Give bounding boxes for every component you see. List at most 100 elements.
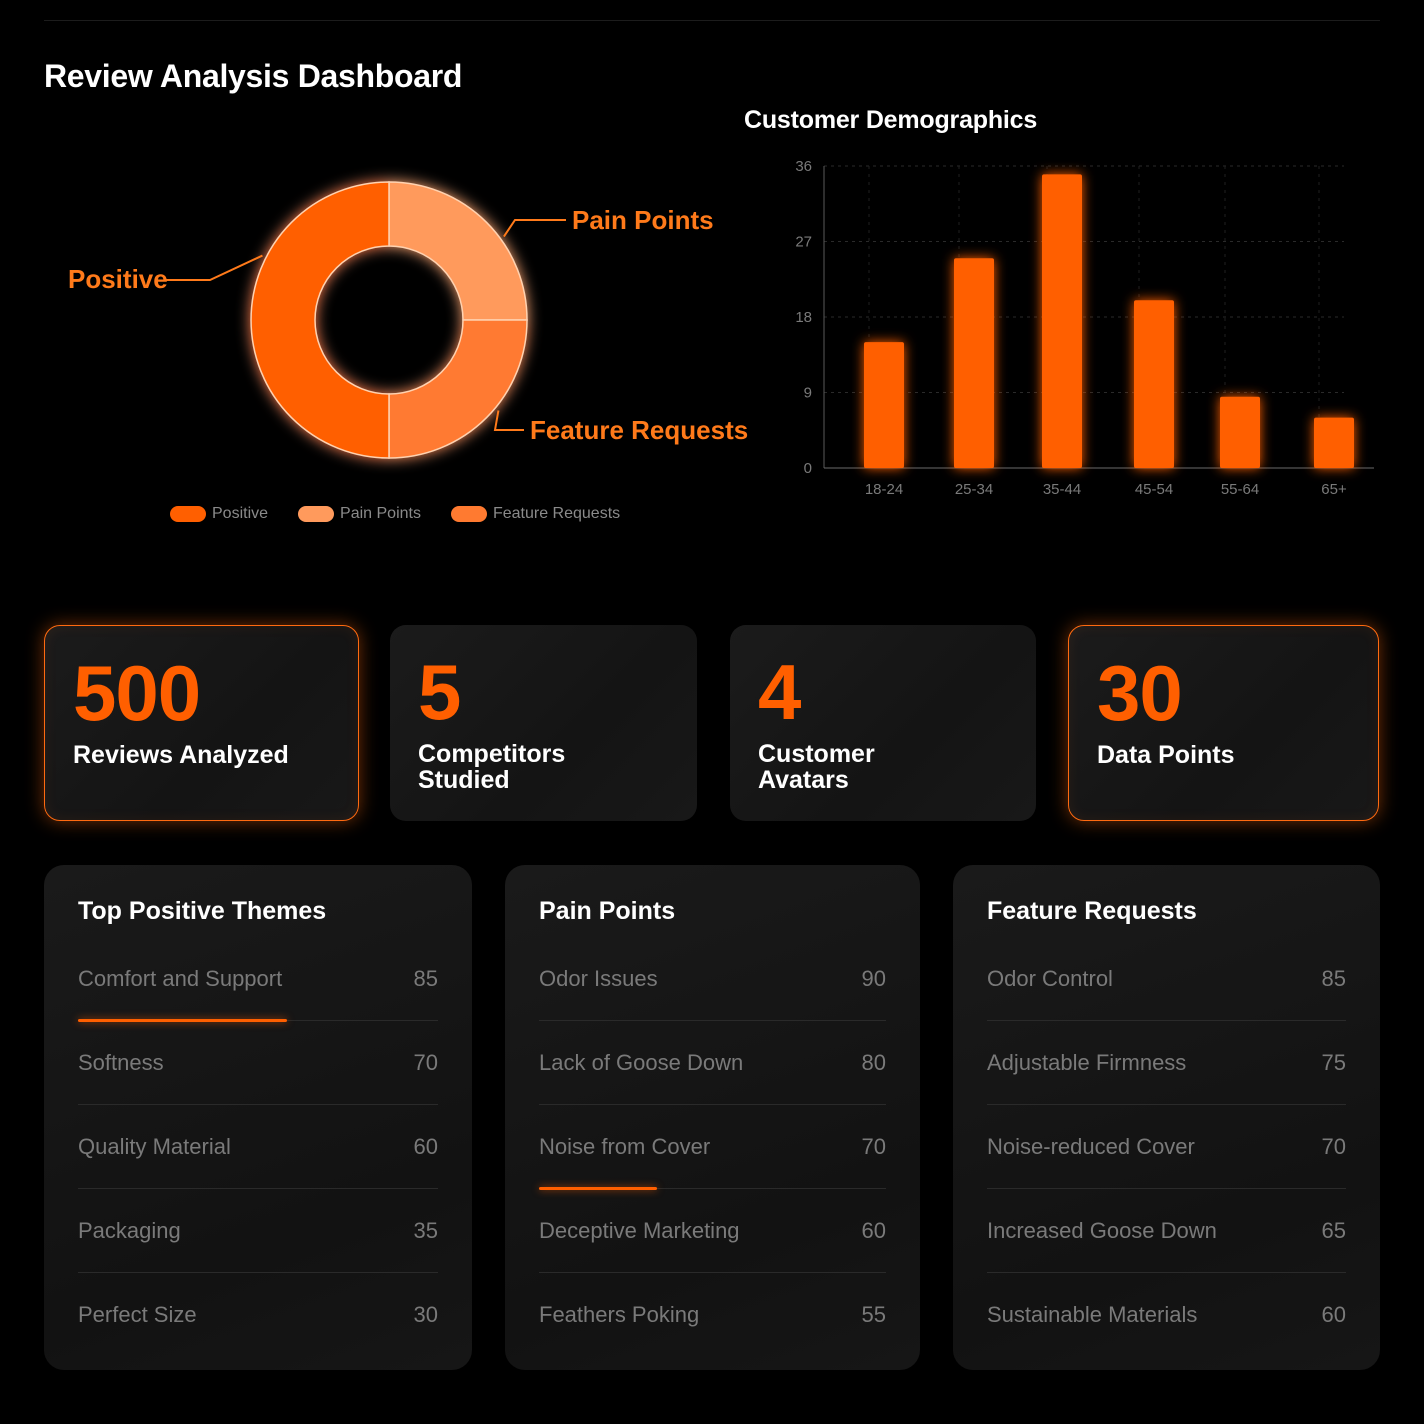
row-label: Perfect Size xyxy=(78,1302,197,1327)
legend-swatch-pain-points xyxy=(298,506,335,522)
row-value: 65 xyxy=(1321,1217,1346,1243)
legend-label-feature-requests: Feature Requests xyxy=(492,505,621,522)
row-label: Noise from Cover xyxy=(539,1133,711,1159)
bar-35-44 xyxy=(1042,174,1082,468)
row-label: Sustainable Materials xyxy=(987,1302,1198,1327)
kpi-value-competitors: 5 xyxy=(418,648,461,736)
kpi-label-avatars: Customer Avatars xyxy=(758,740,875,795)
kpi-card-competitors: 5 Competitors Studied xyxy=(390,625,697,821)
row-value: 55 xyxy=(861,1302,886,1327)
row-value: 60 xyxy=(861,1217,886,1243)
legend-swatch-positive xyxy=(170,506,206,522)
legend-item-feature-requests: Feature Requests xyxy=(450,505,621,523)
x-tick-label: 65+ xyxy=(1321,481,1347,498)
kpi-card-avatars: 4 Customer Avatars xyxy=(730,625,1036,821)
callout-line xyxy=(493,410,524,431)
row-label: Odor Control xyxy=(987,965,1113,991)
row-value: 70 xyxy=(1321,1133,1346,1159)
row-label: Comfort and Support xyxy=(78,965,283,991)
row-value: 75 xyxy=(1321,1049,1346,1075)
kpi-value-reviews: 500 xyxy=(73,649,201,737)
callout-label-pain-points: Pain Points xyxy=(572,205,714,235)
list-row: Increased Goose Down 65 xyxy=(987,1189,1346,1273)
legend-swatch-feature-requests xyxy=(450,506,487,522)
list-row: Lack of Goose Down 80 xyxy=(539,1021,886,1105)
row-highlight-bar xyxy=(539,1187,657,1190)
list-row: Deceptive Marketing 60 xyxy=(539,1189,886,1273)
row-label: Feathers Poking xyxy=(539,1302,700,1327)
kpi-card-data-points: 30 Data Points xyxy=(1068,625,1379,821)
donut-legend: Positive Pain Points Feature Requests xyxy=(170,505,620,523)
row-value: 70 xyxy=(413,1049,438,1075)
x-tick-label: 35-44 xyxy=(1043,481,1081,498)
list-title-feature-requests: Feature Requests xyxy=(987,897,1197,925)
bar-65+ xyxy=(1314,417,1354,468)
row-label: Lack of Goose Down xyxy=(539,1049,744,1075)
list-title-positive-themes: Top Positive Themes xyxy=(78,897,327,925)
bar-18-24 xyxy=(864,342,904,468)
list-row: Softness 70 xyxy=(78,1021,438,1105)
y-tick-label: 18 xyxy=(795,309,812,326)
y-tick-label: 27 xyxy=(795,234,812,251)
legend-label-pain-points: Pain Points xyxy=(340,505,421,522)
legend-label-positive: Positive xyxy=(212,505,269,522)
kpi-label-reviews: Reviews Analyzed xyxy=(73,741,289,769)
callout-label-positive: Positive xyxy=(68,264,168,294)
legend-item-positive: Positive xyxy=(170,505,268,523)
row-label: Deceptive Marketing xyxy=(539,1217,740,1243)
row-value: 60 xyxy=(413,1133,438,1159)
row-value: 70 xyxy=(861,1133,886,1159)
row-value: 90 xyxy=(861,965,886,991)
y-tick-label: 9 xyxy=(804,385,812,402)
row-value: 60 xyxy=(1321,1302,1346,1327)
list-row: Adjustable Firmness 75 xyxy=(987,1021,1346,1105)
sentiment-donut-chart: Positive Pain Points Feature Requests xyxy=(68,181,748,459)
donut-slice-pain-points xyxy=(388,181,528,321)
callout-label-feature-requests: Feature Requests xyxy=(530,415,748,445)
row-highlight-bar xyxy=(78,1019,287,1022)
row-label: Packaging xyxy=(78,1217,181,1243)
kpi-value-avatars: 4 xyxy=(758,648,801,736)
row-label: Increased Goose Down xyxy=(987,1217,1217,1243)
kpi-card-reviews: 500 Reviews Analyzed xyxy=(44,625,359,821)
row-value: 35 xyxy=(413,1217,438,1243)
list-card-feature-requests: Feature Requests Odor Control 85 Adjustabl… xyxy=(953,865,1380,1370)
top-divider xyxy=(44,20,1380,21)
kpi-label-data-points: Data Points xyxy=(1097,741,1235,769)
page-title: Review Analysis Dashboard xyxy=(44,58,463,94)
bar-25-34 xyxy=(954,258,994,468)
x-tick-label: 45-54 xyxy=(1135,481,1173,498)
y-tick-label: 36 xyxy=(795,158,812,175)
list-card-pain-points: Pain Points Odor Issues 90 Lack of Goose D… xyxy=(505,865,920,1370)
row-label: Noise-reduced Cover xyxy=(987,1133,1195,1159)
row-value: 85 xyxy=(1321,965,1346,991)
row-value: 30 xyxy=(413,1302,438,1327)
donut-slice-feature-requests xyxy=(388,319,528,459)
list-row: Quality Material 60 xyxy=(78,1105,438,1189)
row-label: Odor Issues xyxy=(539,965,658,991)
kpi-label-competitors: Competitors Studied xyxy=(418,740,566,795)
x-tick-label: 18-24 xyxy=(865,481,903,498)
list-row: Odor Control 85 xyxy=(987,937,1346,1021)
legend-item-pain-points: Pain Points xyxy=(298,505,421,523)
x-tick-label: 55-64 xyxy=(1221,481,1259,498)
list-row: Odor Issues 90 xyxy=(539,937,886,1021)
list-row: Noise-reduced Cover 70 xyxy=(987,1105,1346,1189)
list-row: Comfort and Support 85 xyxy=(78,937,438,1022)
row-label: Adjustable Firmness xyxy=(987,1049,1187,1075)
demographics-bar-chart: 0 9 18 27 36 18-24 25-34 35-44 45-54 55-64 65+ xyxy=(795,158,1374,498)
row-label: Quality Material xyxy=(78,1133,231,1159)
y-tick-label: 0 xyxy=(804,460,812,477)
list-card-positive-themes: Top Positive Themes Comfort and Support 8… xyxy=(44,865,472,1370)
row-value: 80 xyxy=(861,1049,886,1075)
row-value: 85 xyxy=(413,965,438,991)
callout-line xyxy=(166,254,263,281)
list-title-pain-points: Pain Points xyxy=(539,897,676,925)
callout-line xyxy=(503,219,566,238)
demographics-title: Customer Demographics xyxy=(744,106,1038,134)
list-row: Noise from Cover 70 xyxy=(539,1105,886,1190)
bar-45-54 xyxy=(1134,300,1174,468)
list-row: Perfect Size 30 xyxy=(78,1273,438,1357)
list-row: Sustainable Materials 60 xyxy=(987,1273,1346,1357)
list-row: Packaging 35 xyxy=(78,1189,438,1273)
